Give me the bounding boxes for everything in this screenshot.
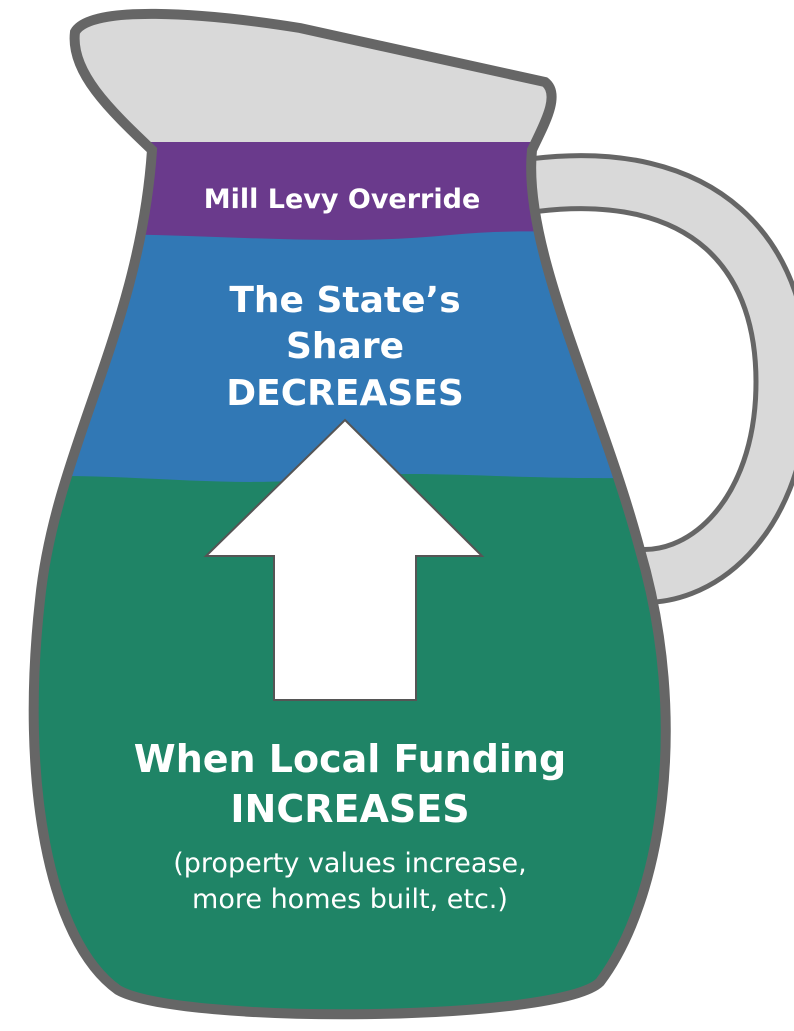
state-share-line: DECREASES bbox=[226, 373, 464, 414]
mill-levy-label: Mill Levy Override bbox=[204, 184, 481, 215]
state-share-line: The State’s bbox=[229, 280, 460, 321]
state-share-line: Share bbox=[286, 326, 404, 367]
page: Mill Levy Override The State’s Share DEC… bbox=[0, 0, 794, 1031]
local-funding-line: When Local Funding bbox=[134, 737, 566, 781]
note-line: more homes built, etc.) bbox=[192, 884, 508, 915]
pitcher-illustration: Mill Levy Override The State’s Share DEC… bbox=[0, 0, 794, 1031]
local-funding-line: INCREASES bbox=[230, 787, 469, 831]
note-line: (property values increase, bbox=[173, 848, 526, 879]
